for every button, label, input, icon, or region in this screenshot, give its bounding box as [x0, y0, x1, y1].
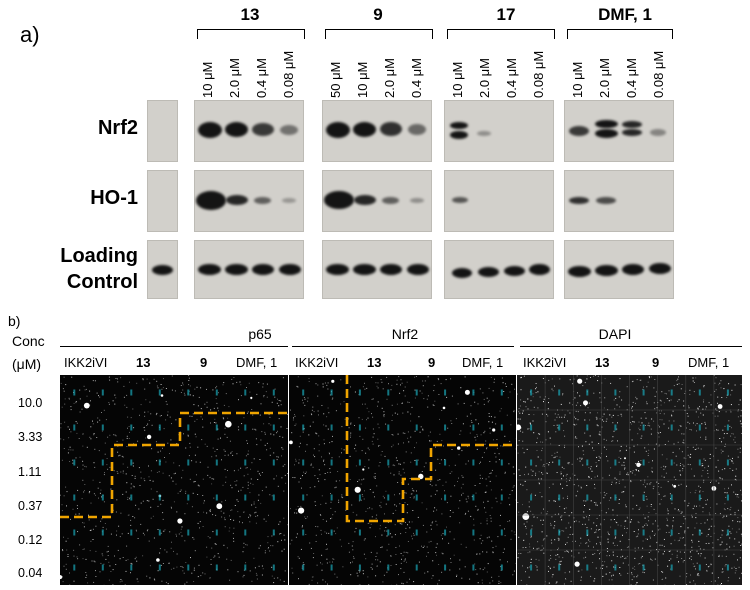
conc-label: 0.08 μM — [531, 50, 546, 98]
blot-loading-13 — [194, 240, 304, 299]
compound-dmf: DMF, 1 — [688, 355, 730, 370]
conc-row-label: 3.33 — [18, 430, 43, 444]
group-title-9: 9 — [373, 5, 383, 24]
row-label-control: Control — [66, 271, 138, 293]
channel-header-dapi: DAPI — [598, 326, 632, 342]
compound-13: 13 — [595, 355, 610, 370]
blot-loading-dmf — [564, 240, 674, 299]
micro-panel-dapi — [517, 375, 742, 585]
conc-label: 2.0 μM — [477, 57, 492, 98]
row-label-loading: Loading — [60, 245, 138, 267]
compound-ikk2ivi: IKK2iVI — [64, 355, 108, 370]
conc-label: 2.0 μM — [227, 57, 242, 98]
blot-ho1-17 — [444, 170, 554, 232]
row-label-ho1: HO-1 — [90, 187, 138, 209]
threshold-dashed-line — [60, 411, 288, 519]
conc-label: 10 μM — [450, 61, 465, 98]
compound-9: 9 — [652, 355, 660, 370]
compound-9: 9 — [428, 355, 436, 370]
blot-nrf2-control — [147, 100, 178, 162]
compound-ikk2ivi: IKK2iVI — [523, 355, 567, 370]
micro-image-p65 — [60, 375, 288, 585]
conc-label: 0.08 μM — [281, 50, 296, 98]
blot-nrf2-17 — [444, 100, 554, 162]
conc-label: 10 μM — [570, 61, 585, 98]
blot-nrf2-9 — [322, 100, 432, 162]
conc-label: 10 μM — [355, 61, 370, 98]
conc-row-label: 10.0 — [18, 396, 43, 410]
conc-unit: (μM) — [12, 356, 42, 372]
header-rule — [520, 346, 742, 347]
conc-label: 0.08 μM — [651, 50, 666, 98]
blot-ho1-9 — [322, 170, 432, 232]
group-bracket — [197, 29, 305, 39]
threshold-dashed-line — [345, 375, 516, 523]
channel-header-nrf2: Nrf2 — [391, 326, 419, 342]
conc-label: 10 μM — [200, 61, 215, 98]
conc-label: 0.4 μM — [409, 57, 424, 98]
conc-label: 0.4 μM — [624, 57, 639, 98]
group-bracket — [447, 29, 555, 39]
compound-dmf: DMF, 1 — [462, 355, 504, 370]
conc-label: 50 μM — [328, 61, 343, 98]
group-bracket — [325, 29, 433, 39]
header-rule — [60, 346, 288, 347]
compound-13: 13 — [367, 355, 382, 370]
conc-row-label: 0.12 — [18, 533, 43, 547]
conc-label: 2.0 μM — [382, 57, 397, 98]
blot-loading-17 — [444, 240, 554, 299]
micro-image-nrf2 — [289, 375, 516, 585]
channel-header-p65: p65 — [248, 326, 272, 342]
group-bracket — [567, 29, 673, 39]
blot-loading-9 — [322, 240, 432, 299]
group-title-17: 17 — [496, 5, 516, 24]
blot-ho1-dmf — [564, 170, 674, 232]
header-rule — [292, 346, 514, 347]
compound-9: 9 — [200, 355, 208, 370]
blot-loading-control — [147, 240, 178, 299]
row-label-nrf2: Nrf2 — [97, 117, 138, 139]
group-title-13: 13 — [240, 5, 260, 24]
blot-ho1-13 — [194, 170, 304, 232]
panel-b-label: b) — [8, 313, 21, 329]
blot-nrf2-dmf — [564, 100, 674, 162]
micro-image-dapi — [517, 375, 742, 585]
blot-nrf2-13 — [194, 100, 304, 162]
compound-13: 13 — [136, 355, 151, 370]
conc-row-label: 0.04 — [18, 566, 43, 580]
conc-label: 2.0 μM — [597, 57, 612, 98]
conc-title: Conc — [12, 333, 45, 349]
conc-row-label: 0.37 — [18, 499, 43, 513]
compound-dmf: DMF, 1 — [236, 355, 278, 370]
conc-label: 0.4 μM — [504, 57, 519, 98]
micro-panel-p65 — [60, 375, 288, 585]
group-title-dmf: DMF, 1 — [598, 5, 652, 24]
blot-ho1-control — [147, 170, 178, 232]
conc-row-label: 1.11 — [18, 465, 42, 479]
micro-panel-nrf2 — [289, 375, 516, 585]
panel-a-label: a) — [20, 22, 40, 47]
conc-label: 0.4 μM — [254, 57, 269, 98]
compound-ikk2ivi: IKK2iVI — [295, 355, 339, 370]
